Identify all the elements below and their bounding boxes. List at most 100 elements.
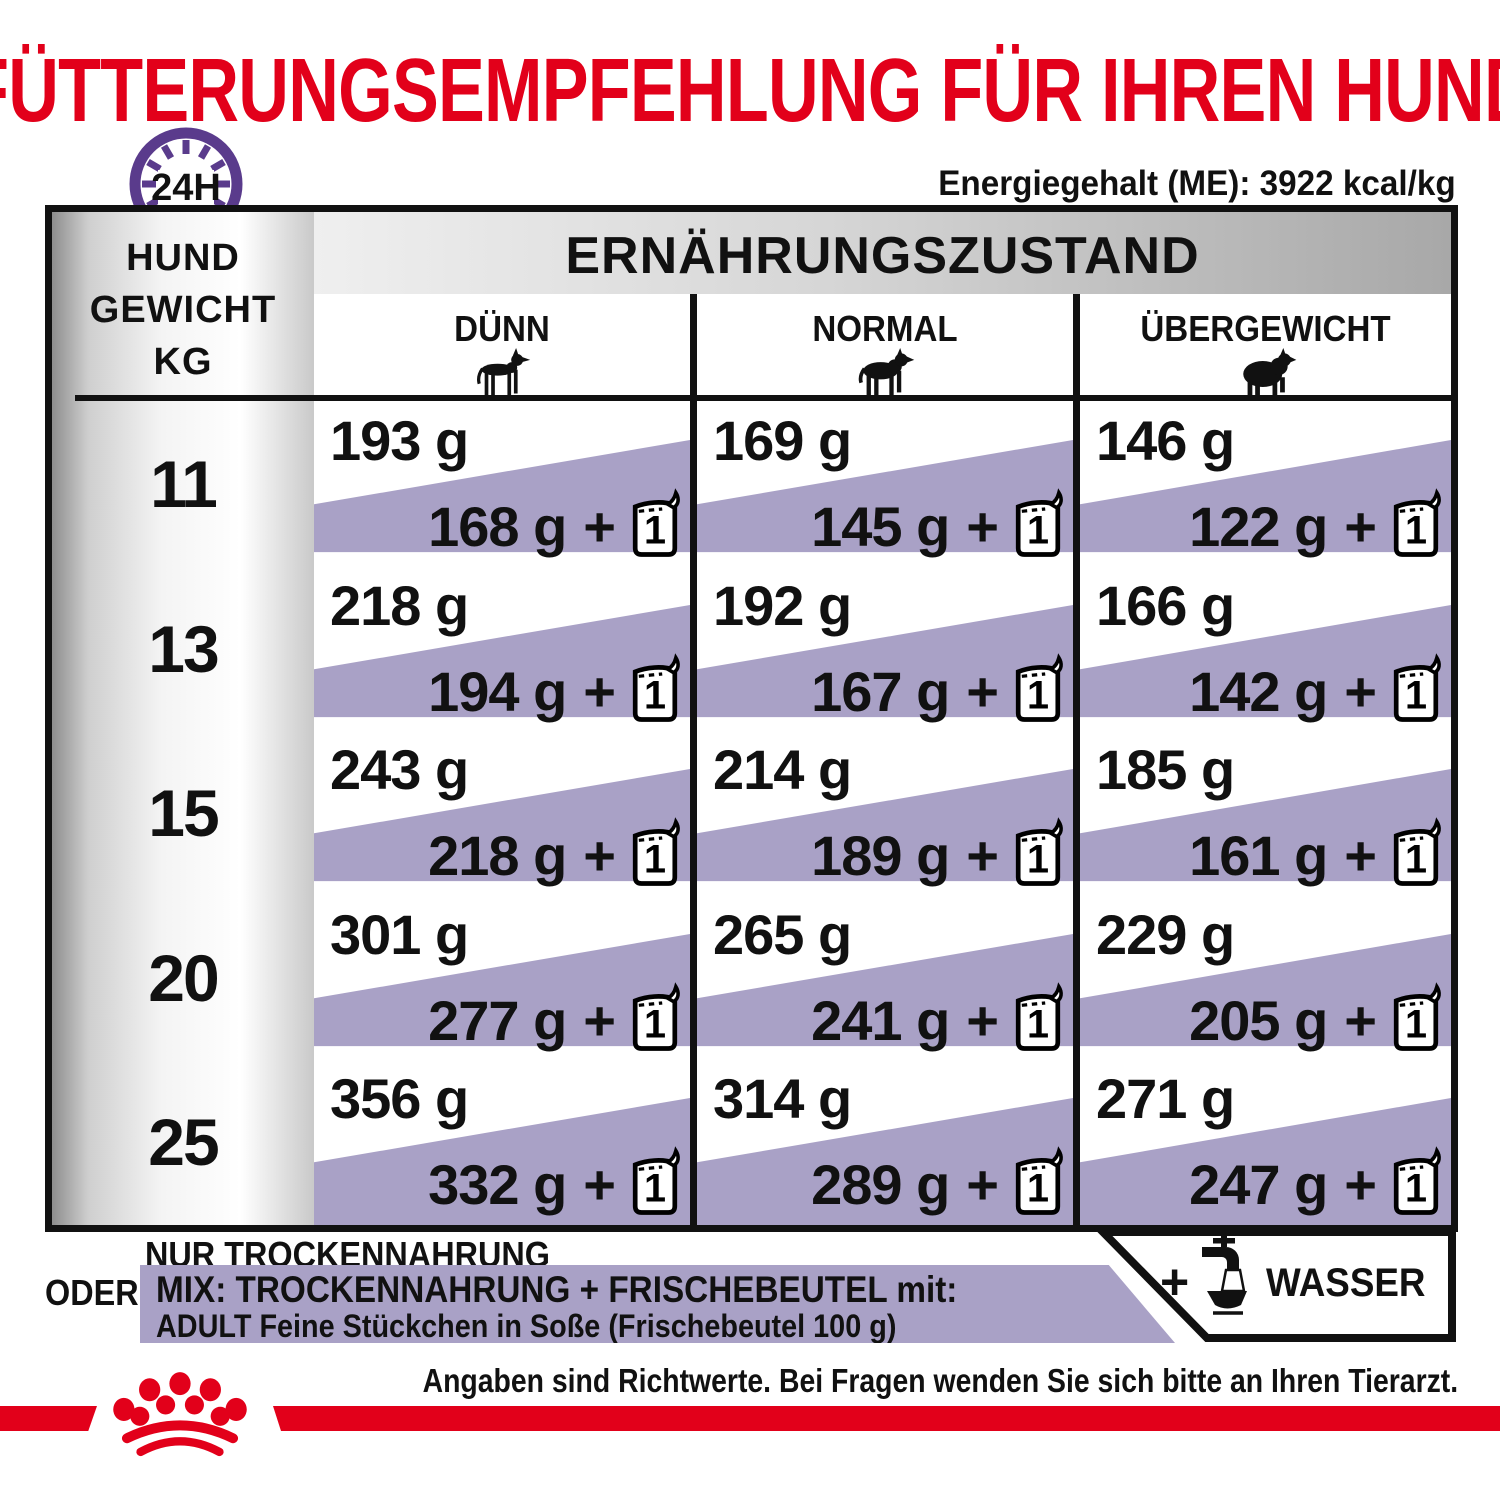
mix-amount: 277 g xyxy=(428,989,567,1052)
royal-canin-crown-logo xyxy=(113,1372,247,1457)
dry-amount: 166 g xyxy=(1096,574,1235,637)
weight-header-line: HUND xyxy=(126,237,240,279)
weight-value: 13 xyxy=(148,612,219,686)
legend-mix-line1: MIX: TROCKENNAHRUNG + FRISCHEBEUTEL mit: xyxy=(156,1269,958,1310)
table-cell: 146 g 122 g + 1 xyxy=(1080,402,1451,567)
weight-value: 25 xyxy=(148,1105,219,1179)
svg-text:24H: 24H xyxy=(151,167,221,209)
svg-text:1: 1 xyxy=(644,1167,666,1211)
mix-amount: 145 g xyxy=(811,495,950,558)
condition-header: ERNÄHRUNGSZUSTAND xyxy=(565,227,1200,285)
dry-amount: 301 g xyxy=(330,903,469,966)
mix-amount: 332 g xyxy=(428,1153,567,1216)
pouch-icon: 1 xyxy=(632,817,680,886)
mix-amount: 247 g xyxy=(1189,1153,1328,1216)
table-cell: 193 g 168 g + 1 xyxy=(314,402,690,567)
svg-text:1: 1 xyxy=(1405,1003,1427,1047)
table-cell: 271 g 247 g + 1 xyxy=(1080,1060,1451,1225)
pouch-icon: 1 xyxy=(1015,982,1063,1051)
legend-mix-band: MIX: TROCKENNAHRUNG + FRISCHEBEUTEL mit:… xyxy=(140,1265,1175,1343)
table-cell: 214 g 189 g + 1 xyxy=(697,731,1073,896)
table-cell: 218 g 194 g + 1 xyxy=(314,567,690,732)
plus-sign: + xyxy=(966,989,999,1052)
dry-amount: 193 g xyxy=(330,409,469,472)
mix-row: 194 g + 1 xyxy=(428,652,682,722)
plus-sign: + xyxy=(966,824,999,887)
table-cell: 169 g 145 g + 1 xyxy=(697,402,1073,567)
mix-amount: 189 g xyxy=(811,824,950,887)
pouch-icon: 1 xyxy=(632,1146,680,1215)
svg-text:1: 1 xyxy=(1405,838,1427,882)
pouch-icon: 1 xyxy=(1015,817,1063,886)
weight-header-line: KG xyxy=(153,341,213,383)
mix-row: 142 g + 1 xyxy=(1189,652,1443,723)
table-cell: 301 g 277 g + 1 xyxy=(314,896,690,1061)
svg-text:1: 1 xyxy=(644,838,666,882)
legend-or: ODER xyxy=(45,1272,139,1313)
weight-header-line: GEWICHT xyxy=(89,289,277,331)
table-cell: 265 g 241 g + 1 xyxy=(697,896,1073,1061)
dry-amount: 265 g xyxy=(713,903,852,966)
mix-amount: 142 g xyxy=(1189,660,1328,723)
plus-sign: + xyxy=(966,660,999,723)
plus-sign: + xyxy=(966,1153,999,1216)
mix-row: 168 g + 1 xyxy=(428,487,682,558)
footer-note: Angaben sind Richtwerte. Bei Fragen wend… xyxy=(422,1362,1458,1399)
pouch-icon: 1 xyxy=(1393,1146,1441,1215)
mix-amount: 205 g xyxy=(1189,989,1328,1052)
pouch-icon: 1 xyxy=(632,488,680,557)
mix-amount: 289 g xyxy=(811,1153,950,1216)
column-header-overweight: ÜBERGEWICHT xyxy=(1140,308,1391,349)
pouch-icon: 1 xyxy=(1015,1146,1063,1215)
mix-row: 167 g + 1 xyxy=(811,652,1065,723)
svg-text:1: 1 xyxy=(1027,1003,1049,1047)
water-label: WASSER xyxy=(1266,1261,1426,1305)
pouch-icon: 1 xyxy=(1393,653,1441,722)
plus-sign: + xyxy=(583,1153,616,1216)
weight-value: 20 xyxy=(148,941,219,1015)
dry-amount: 271 g xyxy=(1096,1067,1235,1130)
thin-dog-icon xyxy=(314,348,690,402)
mix-row: 161 g + 1 xyxy=(1189,816,1443,887)
pouch-icon: 1 xyxy=(632,982,680,1051)
dry-amount: 229 g xyxy=(1096,903,1235,966)
mix-amount: 241 g xyxy=(811,989,950,1052)
table-cell: 229 g 205 g + 1 xyxy=(1080,896,1451,1061)
table-cell: 243 g 218 g + 1 xyxy=(314,731,690,896)
weight-column-background xyxy=(52,212,314,1225)
mix-row: 122 g + 1 xyxy=(1189,487,1443,558)
mix-row: 205 g + 1 xyxy=(1189,981,1443,1052)
svg-text:1: 1 xyxy=(644,674,666,718)
table-cell: 166 g 142 g + 1 xyxy=(1080,567,1451,732)
column-divider xyxy=(690,294,697,1225)
svg-text:1: 1 xyxy=(1405,674,1427,718)
svg-text:1: 1 xyxy=(1027,509,1049,553)
weight-header: HUND GEWICHT KG xyxy=(52,232,314,388)
pouch-icon: 1 xyxy=(1393,817,1441,886)
dry-amount: 214 g xyxy=(713,738,852,801)
dry-amount: 146 g xyxy=(1096,409,1235,472)
table-cell: 185 g 161 g + 1 xyxy=(1080,731,1451,896)
water-callout: + WASSER xyxy=(1090,1225,1465,1350)
normal-dog-icon xyxy=(697,348,1073,402)
dry-amount: 169 g xyxy=(713,409,852,472)
water-box-outline xyxy=(1093,1228,1456,1342)
plus-sign: + xyxy=(966,495,999,558)
mix-row: 145 g + 1 xyxy=(811,487,1065,558)
mix-row: 332 g + 1 xyxy=(428,1145,682,1216)
plus-sign: + xyxy=(1344,1153,1377,1216)
svg-text:1: 1 xyxy=(644,509,666,553)
plus-sign: + xyxy=(1344,495,1377,558)
dry-amount: 243 g xyxy=(330,738,469,801)
dry-amount: 185 g xyxy=(1096,738,1235,801)
plus-sign: + xyxy=(583,495,616,558)
pouch-icon: 1 xyxy=(632,653,680,722)
header-separator-line xyxy=(75,395,1451,401)
dry-amount: 314 g xyxy=(713,1067,852,1130)
svg-text:1: 1 xyxy=(1027,1167,1049,1211)
plus-sign: + xyxy=(1344,824,1377,887)
column-header-thin: DÜNN xyxy=(454,308,550,349)
overweight-dog-icon xyxy=(1080,348,1451,402)
dry-amount: 192 g xyxy=(713,574,852,637)
